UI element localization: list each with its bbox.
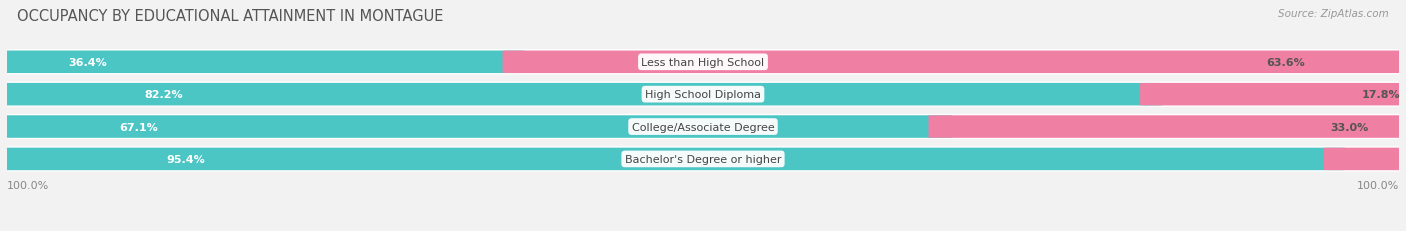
Text: High School Diploma: High School Diploma (645, 90, 761, 100)
FancyBboxPatch shape (0, 116, 952, 138)
FancyBboxPatch shape (0, 84, 1163, 106)
Text: 82.2%: 82.2% (145, 90, 183, 100)
Text: College/Associate Degree: College/Associate Degree (631, 122, 775, 132)
Text: 67.1%: 67.1% (120, 122, 157, 132)
Text: 100.0%: 100.0% (7, 180, 49, 190)
FancyBboxPatch shape (1324, 148, 1406, 170)
FancyBboxPatch shape (0, 84, 1406, 106)
Text: 36.4%: 36.4% (67, 58, 107, 67)
Text: OCCUPANCY BY EDUCATIONAL ATTAINMENT IN MONTAGUE: OCCUPANCY BY EDUCATIONAL ATTAINMENT IN M… (17, 9, 443, 24)
Text: Bachelor's Degree or higher: Bachelor's Degree or higher (624, 154, 782, 164)
Text: 100.0%: 100.0% (1357, 180, 1399, 190)
FancyBboxPatch shape (0, 51, 524, 74)
FancyBboxPatch shape (928, 116, 1406, 138)
Text: Less than High School: Less than High School (641, 58, 765, 67)
Text: 33.0%: 33.0% (1330, 122, 1368, 132)
Text: 17.8%: 17.8% (1362, 90, 1400, 100)
FancyBboxPatch shape (0, 148, 1406, 170)
Text: 63.6%: 63.6% (1267, 58, 1305, 67)
FancyBboxPatch shape (1140, 84, 1406, 106)
Text: Source: ZipAtlas.com: Source: ZipAtlas.com (1278, 9, 1389, 19)
FancyBboxPatch shape (502, 51, 1406, 74)
FancyBboxPatch shape (0, 51, 1406, 74)
Text: 95.4%: 95.4% (166, 154, 205, 164)
FancyBboxPatch shape (0, 116, 1406, 138)
FancyBboxPatch shape (0, 148, 1346, 170)
